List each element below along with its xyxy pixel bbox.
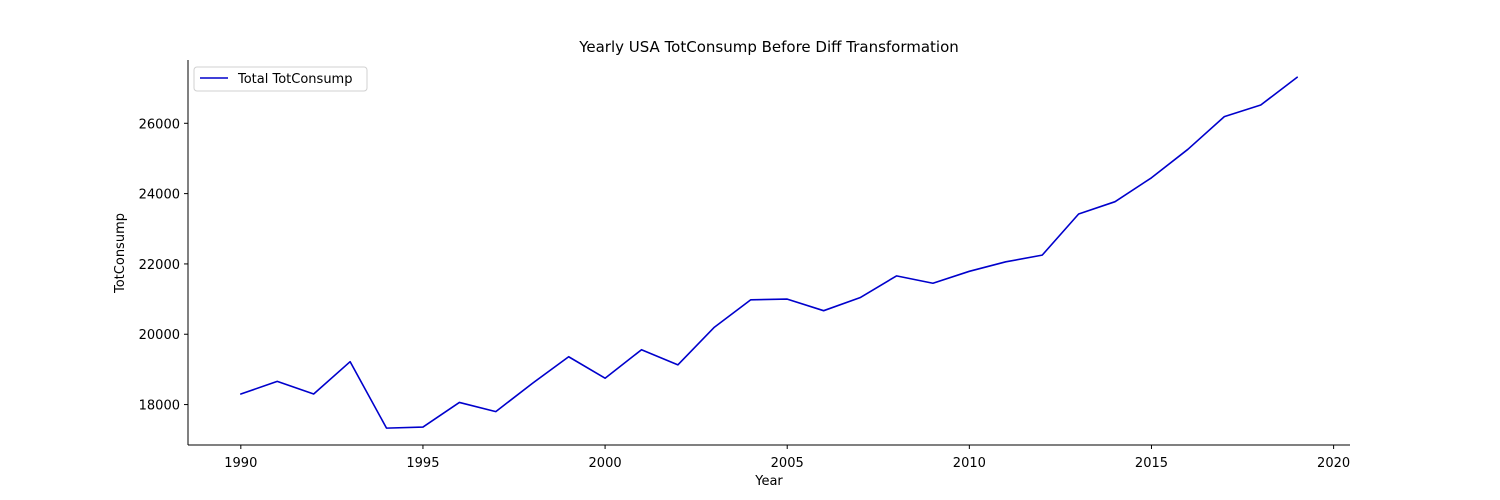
data-point (1296, 76, 1299, 79)
data-point (604, 377, 607, 380)
data-point (859, 296, 862, 299)
series-line (240, 76, 1298, 429)
data-point (1223, 115, 1226, 118)
data-point (1114, 200, 1117, 203)
y-tick-label: 26000 (139, 117, 180, 132)
data-point (1259, 104, 1262, 107)
x-tick-label: 1990 (224, 456, 257, 471)
data-point (1041, 254, 1044, 257)
data-point (1077, 213, 1080, 216)
data-point (239, 393, 242, 396)
x-axis-label: Year (754, 474, 783, 489)
x-tick-label: 2010 (953, 456, 986, 471)
legend-label: Total TotConsump (237, 72, 352, 87)
y-tick-label: 22000 (139, 258, 180, 273)
series-group (239, 76, 1299, 430)
x-tick-label: 2020 (1317, 456, 1350, 471)
y-axis-ticks: 18000 20000 22000 24000 26000 (139, 117, 188, 414)
data-point (458, 401, 461, 404)
data-point (822, 309, 825, 312)
data-point (749, 298, 752, 301)
data-point (385, 427, 388, 430)
data-point (786, 298, 789, 301)
y-tick-label: 20000 (139, 328, 180, 343)
data-point (1186, 148, 1189, 151)
y-axis-label: TotConsump (113, 213, 128, 294)
x-tick-label: 2000 (589, 456, 622, 471)
data-point (494, 410, 497, 413)
data-point (931, 282, 934, 285)
data-point (567, 355, 570, 358)
data-point (349, 360, 352, 363)
x-tick-label: 1995 (406, 456, 439, 471)
data-point (1150, 176, 1153, 179)
y-tick-label: 18000 (139, 399, 180, 414)
x-tick-label: 2015 (1135, 456, 1168, 471)
data-point (531, 382, 534, 385)
data-point (713, 326, 716, 329)
x-tick-label: 2005 (771, 456, 804, 471)
x-axis-ticks: 1990 1995 2000 2005 2010 2015 2020 (224, 445, 1350, 471)
legend: Total TotConsump (193, 66, 368, 92)
data-point (421, 426, 424, 429)
y-tick-label: 24000 (139, 188, 180, 203)
data-point (895, 274, 898, 277)
data-point (312, 393, 315, 396)
data-point (968, 270, 971, 273)
legend-box (193, 66, 368, 92)
data-point (640, 348, 643, 351)
data-point (276, 380, 279, 383)
data-point (676, 363, 679, 366)
axes (187, 60, 1350, 446)
chart-title: Yearly USA TotConsump Before Diff Transf… (578, 38, 959, 56)
data-point (1004, 260, 1007, 263)
